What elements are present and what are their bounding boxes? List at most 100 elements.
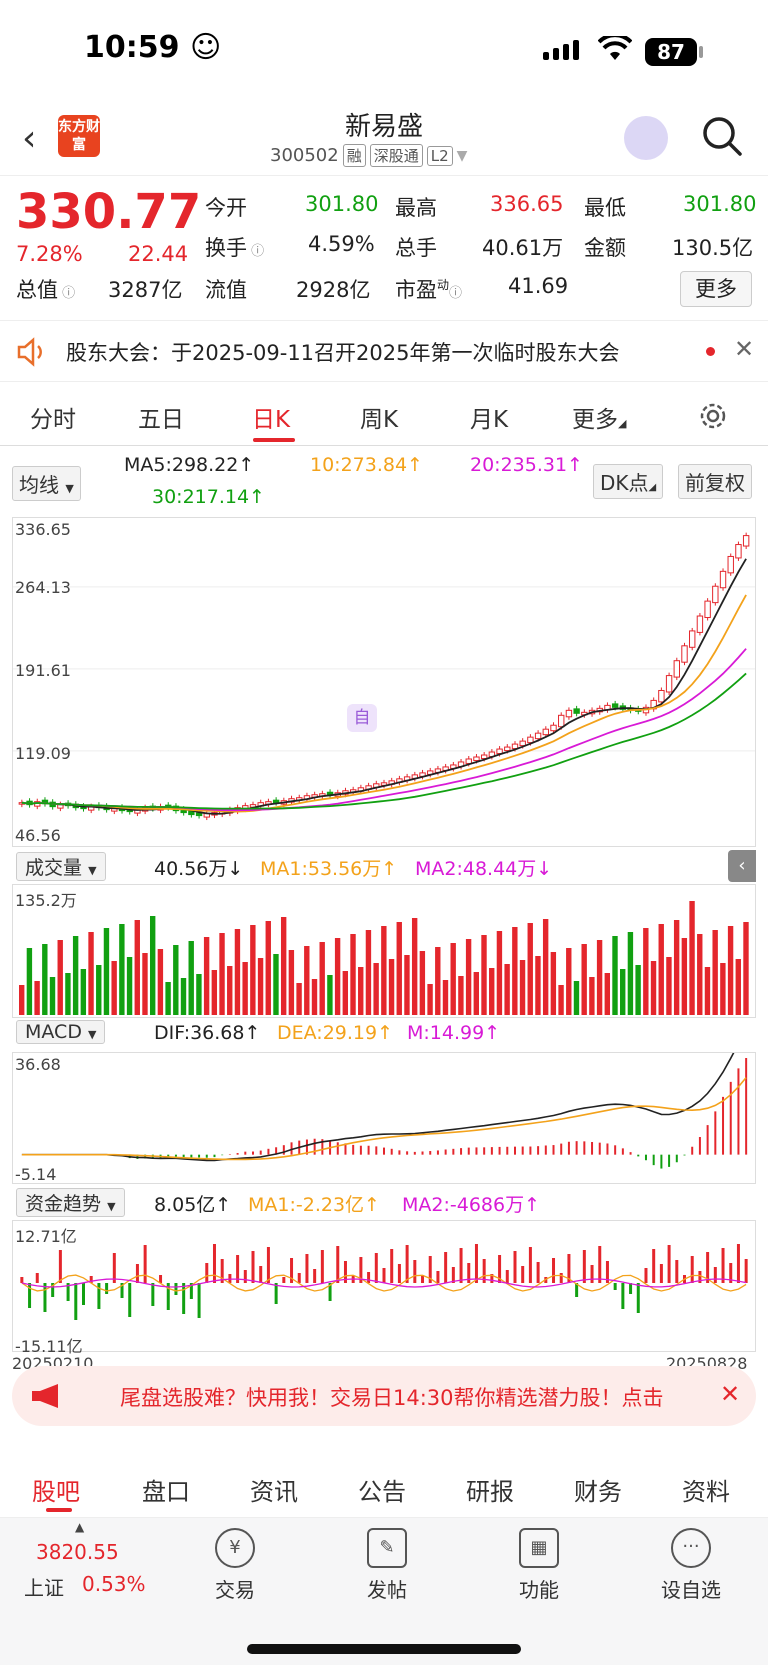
pe-label[interactable]: 市盈动ⓘ (395, 278, 463, 302)
yen-icon: ¥ (215, 1528, 255, 1568)
macd-m: M:14.99↑ (407, 1022, 501, 1044)
volume-bar (319, 942, 325, 1015)
volume-bar (650, 961, 657, 1015)
kline-chart[interactable]: 336.65 264.13 191.61 119.09 46.56 自 (12, 517, 756, 847)
high-label: 最高 (395, 196, 437, 220)
self-marker[interactable]: 自 (347, 704, 377, 732)
tab-research[interactable]: 研报 (466, 1478, 514, 1506)
volume-chart[interactable]: 135.2万 (12, 884, 756, 1018)
kline-canvas (13, 532, 755, 821)
period-tabs: 分时 五日 日K 周K 月K 更多◢ (0, 386, 768, 446)
amount-label: 金额 (584, 236, 626, 260)
search-icon[interactable] (700, 114, 744, 158)
tab-daily-k[interactable]: 日K (252, 407, 291, 433)
functions-button[interactable]: ▦ 功能 (484, 1528, 594, 1603)
volume-bar (65, 973, 71, 1015)
volume-bar (465, 939, 472, 1015)
active-tab-indicator (46, 1508, 72, 1512)
candle-body (496, 748, 503, 755)
volume-bar (49, 977, 56, 1015)
fund-selector[interactable]: 资金趋势 ▼ (16, 1188, 125, 1217)
gear-icon[interactable] (697, 400, 729, 432)
turnover-label[interactable]: 换手 ⓘ (205, 236, 265, 260)
volume-bar (689, 901, 695, 1015)
macd-selector[interactable]: MACD ▼ (16, 1020, 106, 1044)
collapse-panel-icon[interactable]: ‹ (728, 850, 756, 882)
tab-intraday[interactable]: 分时 (30, 407, 76, 433)
macd-header: MACD ▼ DIF:36.68↑ DEA:29.19↑ M:14.99↑ (12, 1020, 756, 1050)
volume-bar (327, 975, 333, 1015)
ma10-value: 10:273.84↑ (310, 454, 423, 476)
back-icon[interactable]: ‹ (22, 118, 37, 159)
change-value: 22.44 (128, 242, 189, 266)
ma-selector[interactable]: 均线 ▼ (12, 466, 81, 501)
volume-bar (42, 944, 48, 1015)
fund-chart[interactable]: 12.71亿 -15.11亿 (12, 1220, 756, 1356)
candle-body (689, 630, 696, 648)
volume-bar (712, 930, 718, 1015)
volume-bar (635, 965, 641, 1015)
close-icon[interactable]: ✕ (720, 1380, 741, 1408)
caret-up-icon: ▲ (75, 1520, 85, 1534)
fund-canvas (20, 1244, 748, 1320)
candle-body (704, 600, 711, 619)
tab-five-day[interactable]: 五日 (138, 407, 184, 433)
index-value[interactable]: 3820.55 (36, 1540, 119, 1564)
tab-orderbook[interactable]: 盘口 (142, 1478, 190, 1506)
kline-y-label: 119.09 (15, 744, 71, 763)
change-pct: 7.28% (16, 242, 83, 266)
volume-bar (473, 972, 480, 1015)
volume-bar (427, 984, 433, 1015)
adjust-button[interactable]: 前复权 (678, 464, 752, 499)
tab-news[interactable]: 资讯 (250, 1478, 298, 1506)
volume-bar (658, 924, 664, 1015)
volume-bar (196, 974, 202, 1015)
tab-guba[interactable]: 股吧 (32, 1478, 80, 1506)
fund-header: 资金趋势 ▼ 8.05亿↑ MA1:-2.23亿↑ MA2:-4686万↑ (12, 1188, 756, 1218)
close-icon[interactable]: ✕ (734, 335, 755, 363)
tab-announcements[interactable]: 公告 (358, 1478, 406, 1506)
promo-banner[interactable]: 尾盘选股难？快用我！交易日14:30帮你精选潜力股！点击 ✕ (12, 1366, 756, 1426)
volume-bar (173, 945, 179, 1015)
dk-point-button[interactable]: DK点◢ (593, 464, 664, 499)
assistant-robot-icon[interactable] (624, 116, 668, 160)
macd-dea: DEA:29.19↑ (277, 1022, 394, 1044)
fund-y-bottom: -15.11亿 (15, 1337, 83, 1356)
tab-profile[interactable]: 资料 (682, 1478, 730, 1506)
volume-bar (88, 932, 94, 1015)
ma5-value: MA5:298.22↑ (124, 454, 255, 476)
tab-monthly-k[interactable]: 月K (470, 407, 509, 433)
index-change[interactable]: 0.53% (82, 1572, 146, 1596)
info-icon: ⓘ (58, 286, 76, 301)
pe-value: 41.69 (508, 274, 569, 298)
notice-bar[interactable]: 股东大会：于2025-09-11召开2025年第一次临时股东大会 ✕ (0, 320, 768, 382)
macd-dif: DIF:36.68↑ (154, 1022, 261, 1044)
tag-margin: 融 (342, 144, 366, 167)
volume-bar (57, 940, 63, 1015)
volume-bar (504, 964, 510, 1015)
home-indicator (247, 1644, 521, 1654)
tab-weekly-k[interactable]: 周K (360, 407, 399, 433)
volume-bar (704, 967, 711, 1015)
volume-bar (627, 932, 634, 1015)
index-name[interactable]: 上证 (24, 1576, 64, 1600)
signal-icon (543, 40, 579, 60)
volume-bar (442, 980, 449, 1015)
volume-bar (257, 958, 264, 1015)
add-watchlist-button[interactable]: ··· 设自选 (636, 1528, 746, 1603)
stock-code-line[interactable]: 300502 融 深股通 L2 ▼ (270, 144, 467, 167)
volume-ma2: MA2:48.44万↓ (415, 858, 553, 880)
tab-finance[interactable]: 财务 (574, 1478, 622, 1506)
trade-button[interactable]: ¥ 交易 (180, 1528, 290, 1603)
candle-body (534, 732, 542, 740)
volume-bar (489, 968, 495, 1015)
candle-body (195, 812, 203, 817)
macd-chart[interactable]: 36.68 -5.14 (12, 1028, 756, 1184)
stock-name: 新易盛 (344, 112, 423, 142)
more-button[interactable]: 更多 (680, 271, 752, 307)
add-watchlist-label: 设自选 (661, 1578, 721, 1602)
mktcap-label[interactable]: 总值 ⓘ (16, 278, 76, 302)
post-button[interactable]: ✎ 发帖 (332, 1528, 442, 1603)
volume-selector[interactable]: 成交量 ▼ (16, 852, 106, 881)
tab-more[interactable]: 更多◢ (572, 407, 627, 433)
